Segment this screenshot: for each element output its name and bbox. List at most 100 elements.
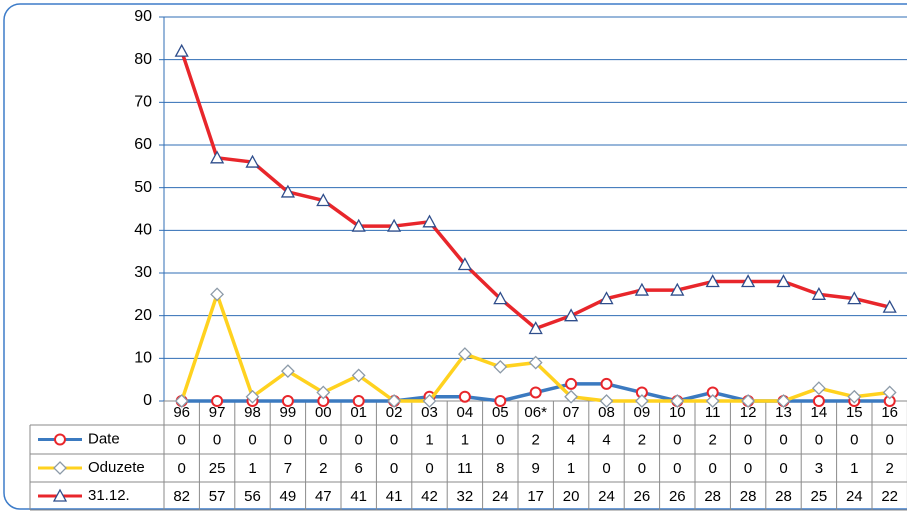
table-value: 0 [779, 460, 787, 477]
marker [529, 386, 542, 399]
marker [316, 193, 331, 207]
table-value: 2 [319, 460, 327, 477]
x-tick-label: 00 [315, 404, 332, 421]
x-tick-label: 09 [634, 404, 651, 421]
table-value: 0 [815, 431, 823, 448]
marker [812, 395, 825, 407]
table-value: 28 [704, 488, 721, 505]
legend-label: Date [88, 430, 120, 447]
x-tick-label: 15 [846, 404, 863, 421]
x-tick-label: 97 [209, 404, 226, 421]
marker [53, 461, 67, 475]
table-value: 1 [425, 431, 433, 448]
marker [670, 282, 685, 296]
marker [457, 257, 472, 271]
table-value: 41 [386, 488, 403, 505]
table-value: 9 [532, 460, 540, 477]
table-value: 0 [496, 431, 504, 448]
table-value: 0 [355, 431, 363, 448]
table-value: 24 [846, 488, 863, 505]
legend-label: 31.12. [88, 487, 130, 504]
table-value: 57 [209, 488, 226, 505]
x-tick-label: 01 [350, 404, 367, 421]
marker [882, 385, 897, 400]
marker [457, 347, 472, 361]
marker [705, 274, 720, 288]
marker [776, 394, 791, 408]
chart-frame [3, 3, 907, 510]
table-value: 0 [319, 431, 327, 448]
table-value: 1 [850, 460, 858, 477]
table-value: 25 [209, 460, 226, 477]
marker [174, 43, 189, 57]
x-tick-label: 14 [811, 404, 828, 421]
marker [211, 395, 224, 407]
marker [564, 389, 579, 404]
x-tick-label: 96 [173, 404, 190, 421]
table-value: 7 [284, 460, 292, 477]
table-value: 0 [709, 460, 717, 477]
marker [600, 377, 613, 390]
y-tick-label: 80 [134, 51, 152, 68]
marker [882, 299, 897, 313]
x-tick-label: 99 [280, 404, 297, 421]
legend-label: Oduzete [88, 459, 145, 476]
marker [670, 394, 685, 408]
table-value: 4 [567, 431, 575, 448]
x-tick-label: 06* [524, 404, 547, 421]
series-line [180, 292, 890, 403]
marker [245, 389, 260, 404]
x-tick-label: 08 [598, 404, 615, 421]
x-tick-label: 02 [386, 404, 403, 421]
table-value: 0 [284, 431, 292, 448]
table-value: 28 [740, 488, 757, 505]
table-value: 20 [563, 488, 580, 505]
table-value: 6 [355, 460, 363, 477]
marker [811, 381, 826, 396]
marker [705, 394, 720, 408]
marker [741, 274, 756, 288]
table-value: 0 [779, 431, 787, 448]
table-value: 2 [709, 431, 717, 448]
y-tick-label: 90 [134, 8, 152, 25]
table-value: 2 [532, 431, 540, 448]
marker [599, 394, 614, 408]
y-tick-label: 60 [134, 136, 152, 153]
table-value: 0 [744, 460, 752, 477]
y-tick-label: 30 [134, 264, 152, 281]
y-tick-label: 10 [134, 350, 152, 367]
marker [494, 395, 507, 407]
marker [847, 291, 862, 305]
marker [565, 377, 578, 390]
x-tick-label: 03 [421, 404, 438, 421]
table-value: 17 [527, 488, 544, 505]
table-value: 41 [350, 488, 367, 505]
table-value: 0 [390, 460, 398, 477]
table-value: 0 [213, 431, 221, 448]
marker [352, 395, 365, 407]
marker [741, 394, 756, 408]
x-tick-label: 11 [705, 404, 721, 421]
table-value: 3 [815, 460, 823, 477]
table-value: 0 [178, 431, 186, 448]
table-value: 0 [850, 431, 858, 448]
x-tick-label: 05 [492, 404, 509, 421]
table-value: 8 [496, 460, 504, 477]
marker [351, 218, 366, 232]
marker [280, 184, 295, 198]
x-tick-label: 16 [881, 404, 898, 421]
marker [422, 214, 437, 228]
marker [351, 368, 366, 383]
marker [316, 385, 331, 400]
x-tick-label: 10 [669, 404, 686, 421]
table-value: 1 [461, 431, 469, 448]
marker [387, 218, 402, 232]
marker [245, 154, 260, 168]
table-value: 28 [775, 488, 792, 505]
table-value: 26 [669, 488, 686, 505]
x-tick-label: 13 [775, 404, 792, 421]
marker [528, 321, 543, 335]
marker [528, 355, 543, 370]
table-value: 49 [280, 488, 297, 505]
